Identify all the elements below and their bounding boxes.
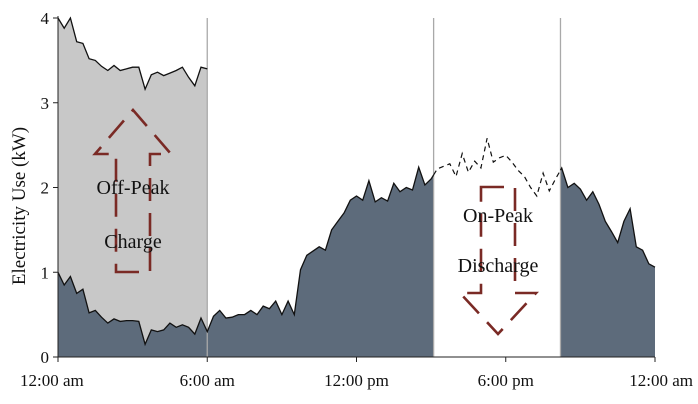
- load-line-before-peak: [57, 165, 435, 347]
- charge-band-area: [58, 18, 208, 345]
- axes: 0 1 2 3 4 12:00 am 6:00 am 12:00 pm 6:00 pm 12:00…: [20, 9, 693, 390]
- discharge-label-line1: On-Peak: [463, 205, 533, 227]
- load-line-peak-dashed: [433, 138, 562, 198]
- y-tick-label: 4: [41, 9, 50, 28]
- x-tick-label: 12:00 am: [629, 371, 693, 390]
- fills-layer: [58, 18, 655, 357]
- charge-label-line1: Off-Peak: [97, 177, 170, 199]
- discharge-arrow-down: [457, 185, 539, 336]
- y-axis-title: Electricity Use (kW): [9, 127, 30, 285]
- y-tick-label: 1: [41, 263, 50, 282]
- arrows-layer: [92, 108, 539, 336]
- x-tick-label: 12:00 pm: [324, 371, 389, 390]
- y-tick-label: 2: [41, 179, 50, 198]
- series-lines: [57, 16, 656, 347]
- x-tick-label: 12:00 am: [20, 371, 84, 390]
- charge-top-line: [57, 16, 208, 92]
- charge-arrow-up: [92, 108, 174, 274]
- grid-load-area-after-peak: [560, 168, 655, 357]
- y-tick-label: 3: [41, 94, 50, 113]
- divider-lines: [206, 18, 562, 357]
- charge-label-line2: Charge: [104, 231, 162, 253]
- y-tick-label: 0: [41, 348, 50, 367]
- discharge-label-line2: Discharge: [458, 255, 539, 277]
- x-tick-label: 6:00 am: [180, 371, 235, 390]
- grid-load-area-before-peak: [58, 167, 434, 357]
- load-line-after-peak: [559, 166, 656, 268]
- x-tick-label: 6:00 pm: [478, 371, 534, 390]
